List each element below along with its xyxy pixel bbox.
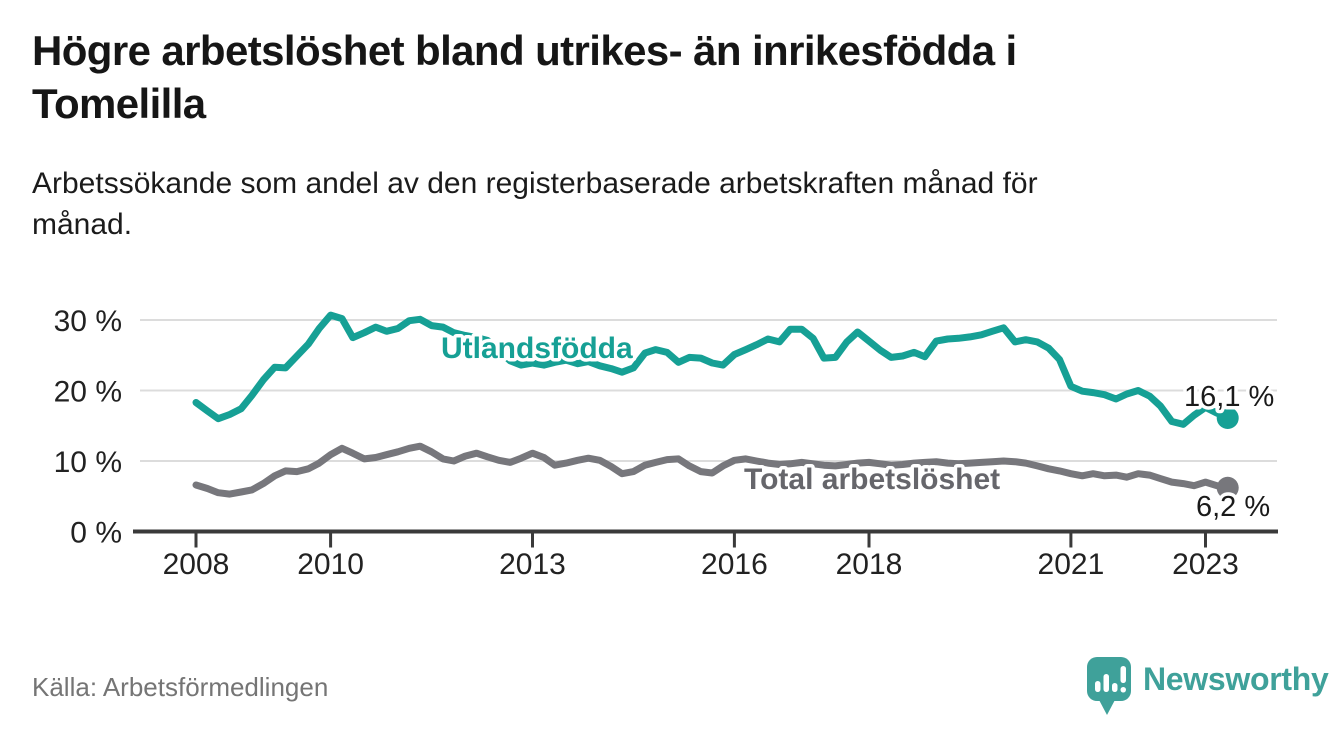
series-label-total-arbetsloshet: Total arbetslöshet xyxy=(744,463,1000,496)
line-series-utlandsfodda xyxy=(192,311,1232,428)
series-layer xyxy=(192,311,1239,499)
page-title-line2: Tomelilla xyxy=(32,80,206,127)
newsworthy-logo: Newsworthy xyxy=(1085,655,1329,717)
end-value-label-total: 6,2 % xyxy=(1196,491,1270,523)
newsworthy-logo-icon xyxy=(1087,657,1131,715)
end-dot-total xyxy=(1216,476,1239,499)
y-tick-label-20: 20 % xyxy=(54,376,122,409)
x-tick-label-2018: 2018 xyxy=(836,548,903,581)
axis-layer: 0 % 10 % 20 % 30 % 2008 2010 2013 2016 2018 2021 2… xyxy=(54,305,1278,581)
chart-subtitle-line2: månad. xyxy=(32,208,133,241)
chart-subtitle-line1: Arbetssökande som andel av den registerb… xyxy=(32,167,1038,200)
y-tick-label-10: 10 % xyxy=(54,446,122,479)
y-tick-label-30: 30 % xyxy=(54,305,122,338)
page-title-line1: Högre arbetslöshet bland utrikes- än inr… xyxy=(32,27,1017,74)
chart-subtitle: Arbetssökande som andel av den registerb… xyxy=(32,163,1038,245)
x-tick-label-2013: 2013 xyxy=(499,548,566,581)
y-tick-label-0: 0 % xyxy=(70,517,122,550)
x-tick-label-2008: 2008 xyxy=(163,548,230,581)
x-tick-label-2023: 2023 xyxy=(1172,548,1239,581)
x-tick-label-2016: 2016 xyxy=(701,548,768,581)
x-tick-label-2021: 2021 xyxy=(1038,548,1105,581)
source-attribution: Källa: Arbetsförmedlingen xyxy=(32,672,329,702)
end-value-label-utlandsfodda: 16,1 % xyxy=(1184,381,1274,413)
newsworthy-logo-text: Newsworthy xyxy=(1143,661,1329,697)
line-series-total xyxy=(192,442,1232,498)
page-title: Högre arbetslöshet bland utrikes- än inr… xyxy=(32,24,1017,130)
end-dot-utlandsfodda xyxy=(1216,406,1239,429)
series-label-utlandsfodda: Utlandsfödda xyxy=(441,332,633,365)
x-tick-label-2010: 2010 xyxy=(297,548,364,581)
